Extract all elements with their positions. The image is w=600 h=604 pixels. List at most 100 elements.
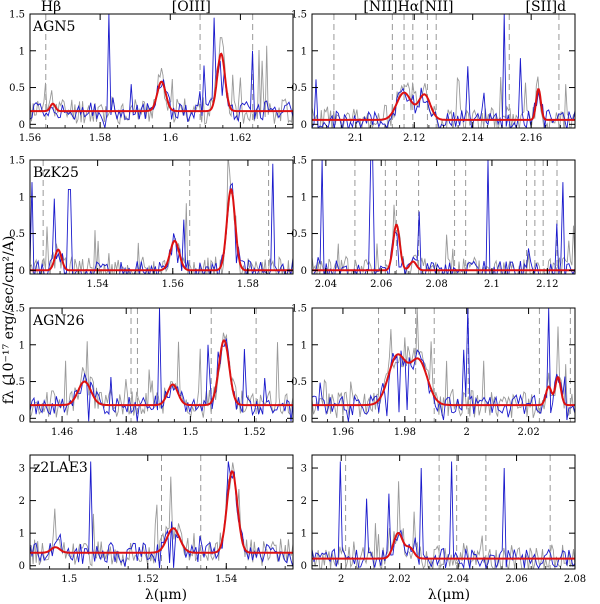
x-tick-label: 2.14 [462, 133, 484, 144]
y-tick-label: 1 [301, 46, 307, 57]
y-tick-label: 1.5 [9, 156, 25, 167]
y-axis-label: fλ (10⁻¹⁷ erg/sec/cm²/A) [1, 236, 17, 405]
x-tick-label: 1.46 [51, 427, 73, 438]
spectrum-line [312, 308, 575, 422]
y-tick-label: 1 [19, 192, 25, 203]
spectrum-line [30, 461, 293, 569]
panel-frame [29, 454, 294, 570]
y-tick-label: 0.5 [9, 377, 25, 388]
x-tick-label: 2.16 [520, 133, 542, 144]
model-fit-line [30, 470, 293, 554]
raw-spectrum-line [312, 308, 575, 419]
panel-5: 1.96 1.98 2 2.02 0 0.5 1 1.5 [291, 304, 576, 438]
model-fit-line [312, 88, 575, 121]
y-tick-label: 1.5 [291, 304, 307, 315]
y-tick-label: 1.5 [9, 10, 25, 21]
x-axis-label-left: λ(μm) [145, 587, 187, 603]
y-tick-label: 1 [19, 340, 25, 351]
x-tick-label: 1.56 [162, 279, 184, 290]
x-tick-label: 2.06 [505, 574, 527, 585]
y-tick-label: 1 [301, 529, 307, 540]
model-fit-line [30, 339, 293, 407]
line-id-label: [OIII] [172, 0, 211, 15]
x-tick-label: 1.58 [89, 133, 111, 144]
x-tick-label: 1.54 [215, 574, 237, 585]
panel-plot-area [312, 455, 575, 569]
x-tick-label: 2.02 [389, 574, 411, 585]
panel-1: 2.1 2.12 2.14 2.16 0 0.5 1 1.5 [NII]Hα[NII] [SII]… [291, 0, 576, 144]
y-tick-label: 1.5 [291, 10, 307, 21]
x-tick-label: 2.12 [536, 279, 558, 290]
y-tick-label: 0.5 [9, 83, 25, 94]
x-tick-label: 1.48 [115, 427, 137, 438]
x-tick-label: 1.5 [182, 427, 198, 438]
x-tick-label: 1.52 [137, 574, 159, 585]
model-fit-line [312, 223, 575, 272]
x-tick-label: 2.08 [564, 574, 586, 585]
y-tick-label: 2 [19, 496, 25, 507]
x-tick-label: 1.62 [229, 133, 251, 144]
spectrum-line [30, 14, 293, 128]
model-fit-line [312, 531, 575, 560]
panel-plot-area [312, 308, 575, 422]
panel-plot-area [30, 14, 293, 128]
model-fit-line [30, 188, 293, 272]
panel-frame [29, 159, 294, 275]
panel-7: 2 2.02 2.04 2.06 2.08 0 1 2 3 [301, 454, 586, 585]
x-tick-label: 2.02 [517, 427, 539, 438]
x-tick-label: 2 [464, 427, 470, 438]
line-id-label: [SII]d [526, 0, 567, 15]
y-tick-label: 1 [301, 192, 307, 203]
y-tick-label: 1 [301, 340, 307, 351]
y-tick-label: 0 [19, 266, 25, 277]
x-tick-label: 2 [338, 574, 344, 585]
panel-4: 1.46 1.48 1.5 1.52 0 0.5 1 1.5 AGN26 [9, 304, 294, 438]
panel-name-label: z2LAE3 [33, 460, 88, 476]
y-tick-label: 0 [19, 414, 25, 425]
panel-frame [311, 159, 576, 275]
raw-spectrum-line [30, 37, 293, 125]
panel-plot-area [30, 308, 293, 422]
x-tick-label: 2.04 [447, 574, 469, 585]
x-tick-label: 1.56 [19, 133, 41, 144]
spectrum-line [30, 163, 293, 274]
x-tick-label: 2.12 [403, 133, 425, 144]
panel-2: 1.54 1.56 1.58 0 0.5 1 1.5 BzK25 [9, 156, 294, 290]
x-tick-label: 1.6 [162, 133, 178, 144]
panel-frame [29, 13, 294, 129]
x-tick-label: 2.1 [484, 279, 500, 290]
y-tick-label: 0 [19, 561, 25, 572]
y-tick-label: 1.5 [291, 156, 307, 167]
y-tick-label: 0 [301, 561, 307, 572]
y-tick-label: 0 [301, 120, 307, 131]
model-fit-line [30, 52, 293, 113]
y-tick-label: 0 [301, 266, 307, 277]
panel-frame [311, 307, 576, 423]
raw-spectrum-line [30, 160, 293, 274]
y-tick-label: 0.5 [9, 229, 25, 240]
spectrum-line [312, 14, 575, 128]
panel-plot-area [312, 160, 575, 274]
x-tick-label: 1.5 [61, 574, 77, 585]
panel-frame [29, 307, 294, 423]
panel-3: 2.04 2.06 2.08 2.1 2.12 0 0.5 1 1.5 [291, 156, 576, 290]
panel-6: 1.5 1.52 1.54 0 1 2 3 z2LAE3 [19, 454, 294, 585]
spectrum-line [312, 461, 575, 569]
x-tick-label: 1.58 [237, 279, 259, 290]
panel-plot-area [312, 14, 575, 128]
x-tick-label: 2.1 [348, 133, 364, 144]
x-tick-label: 2.08 [425, 279, 447, 290]
y-tick-label: 1.5 [9, 304, 25, 315]
y-tick-label: 3 [301, 464, 307, 475]
x-tick-label: 2.06 [370, 279, 392, 290]
x-tick-label: 1.98 [394, 427, 416, 438]
y-tick-label: 0 [301, 414, 307, 425]
line-id-label: Hβ [41, 0, 61, 15]
y-tick-label: 0.5 [291, 83, 307, 94]
y-tick-label: 2 [301, 496, 307, 507]
y-tick-label: 0.5 [291, 377, 307, 388]
panel-name-label: BzK25 [33, 165, 79, 181]
panel-name-label: AGN5 [32, 19, 75, 35]
panel-plot-area [30, 455, 293, 569]
y-tick-label: 1 [19, 46, 25, 57]
